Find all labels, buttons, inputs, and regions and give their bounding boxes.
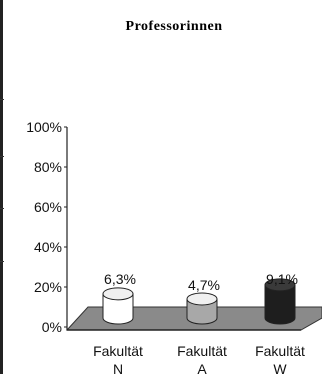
y-tick-label: 60% xyxy=(34,199,62,215)
value-label: 6,3% xyxy=(104,271,136,287)
bar-top xyxy=(186,292,218,306)
y-tick-label: 0% xyxy=(42,319,62,335)
edge-tick xyxy=(0,99,4,100)
x-tick-label: Fakultät N xyxy=(93,343,143,374)
y-tick-label: 100% xyxy=(26,119,62,135)
x-tick-label-line: N xyxy=(113,361,123,374)
value-label: 4,7% xyxy=(188,277,220,293)
bar xyxy=(102,287,134,325)
bar-top xyxy=(264,278,296,292)
chart-title: Professorinnen xyxy=(126,19,223,34)
y-tick-label: 40% xyxy=(34,239,62,255)
y-tick-label: 20% xyxy=(34,279,62,295)
x-tick-label: Fakultät W xyxy=(255,343,305,374)
bar-body xyxy=(102,293,134,325)
x-tick-label-line: A xyxy=(197,361,207,374)
edge-tick xyxy=(0,208,4,209)
bar-body xyxy=(264,284,296,325)
bars xyxy=(102,278,296,325)
y-axis: 0% 20% 40% 60% 80% 100% xyxy=(26,119,68,335)
edge-tick xyxy=(0,156,4,157)
x-tick-label-line: W xyxy=(273,361,287,374)
y-tick-label: 80% xyxy=(34,159,62,175)
x-tick-label: Fakultät A xyxy=(177,343,227,374)
value-labels: 6,3% 4,7% 9,1% xyxy=(104,271,298,293)
bar xyxy=(186,292,218,325)
bar-top xyxy=(102,287,134,301)
x-axis-labels: Fakultät N Fakultät A Fakultät W xyxy=(93,343,305,377)
left-edge-bar xyxy=(0,0,3,374)
value-label: 9,1% xyxy=(266,271,298,287)
x-tick-label-line: Fakultät xyxy=(93,343,143,359)
x-tick-label-line: Fakultät xyxy=(255,343,305,359)
x-tick-label-line: Fakultät xyxy=(177,343,227,359)
edge-tick xyxy=(0,261,4,262)
bar-body xyxy=(186,298,218,325)
bar xyxy=(264,278,296,325)
